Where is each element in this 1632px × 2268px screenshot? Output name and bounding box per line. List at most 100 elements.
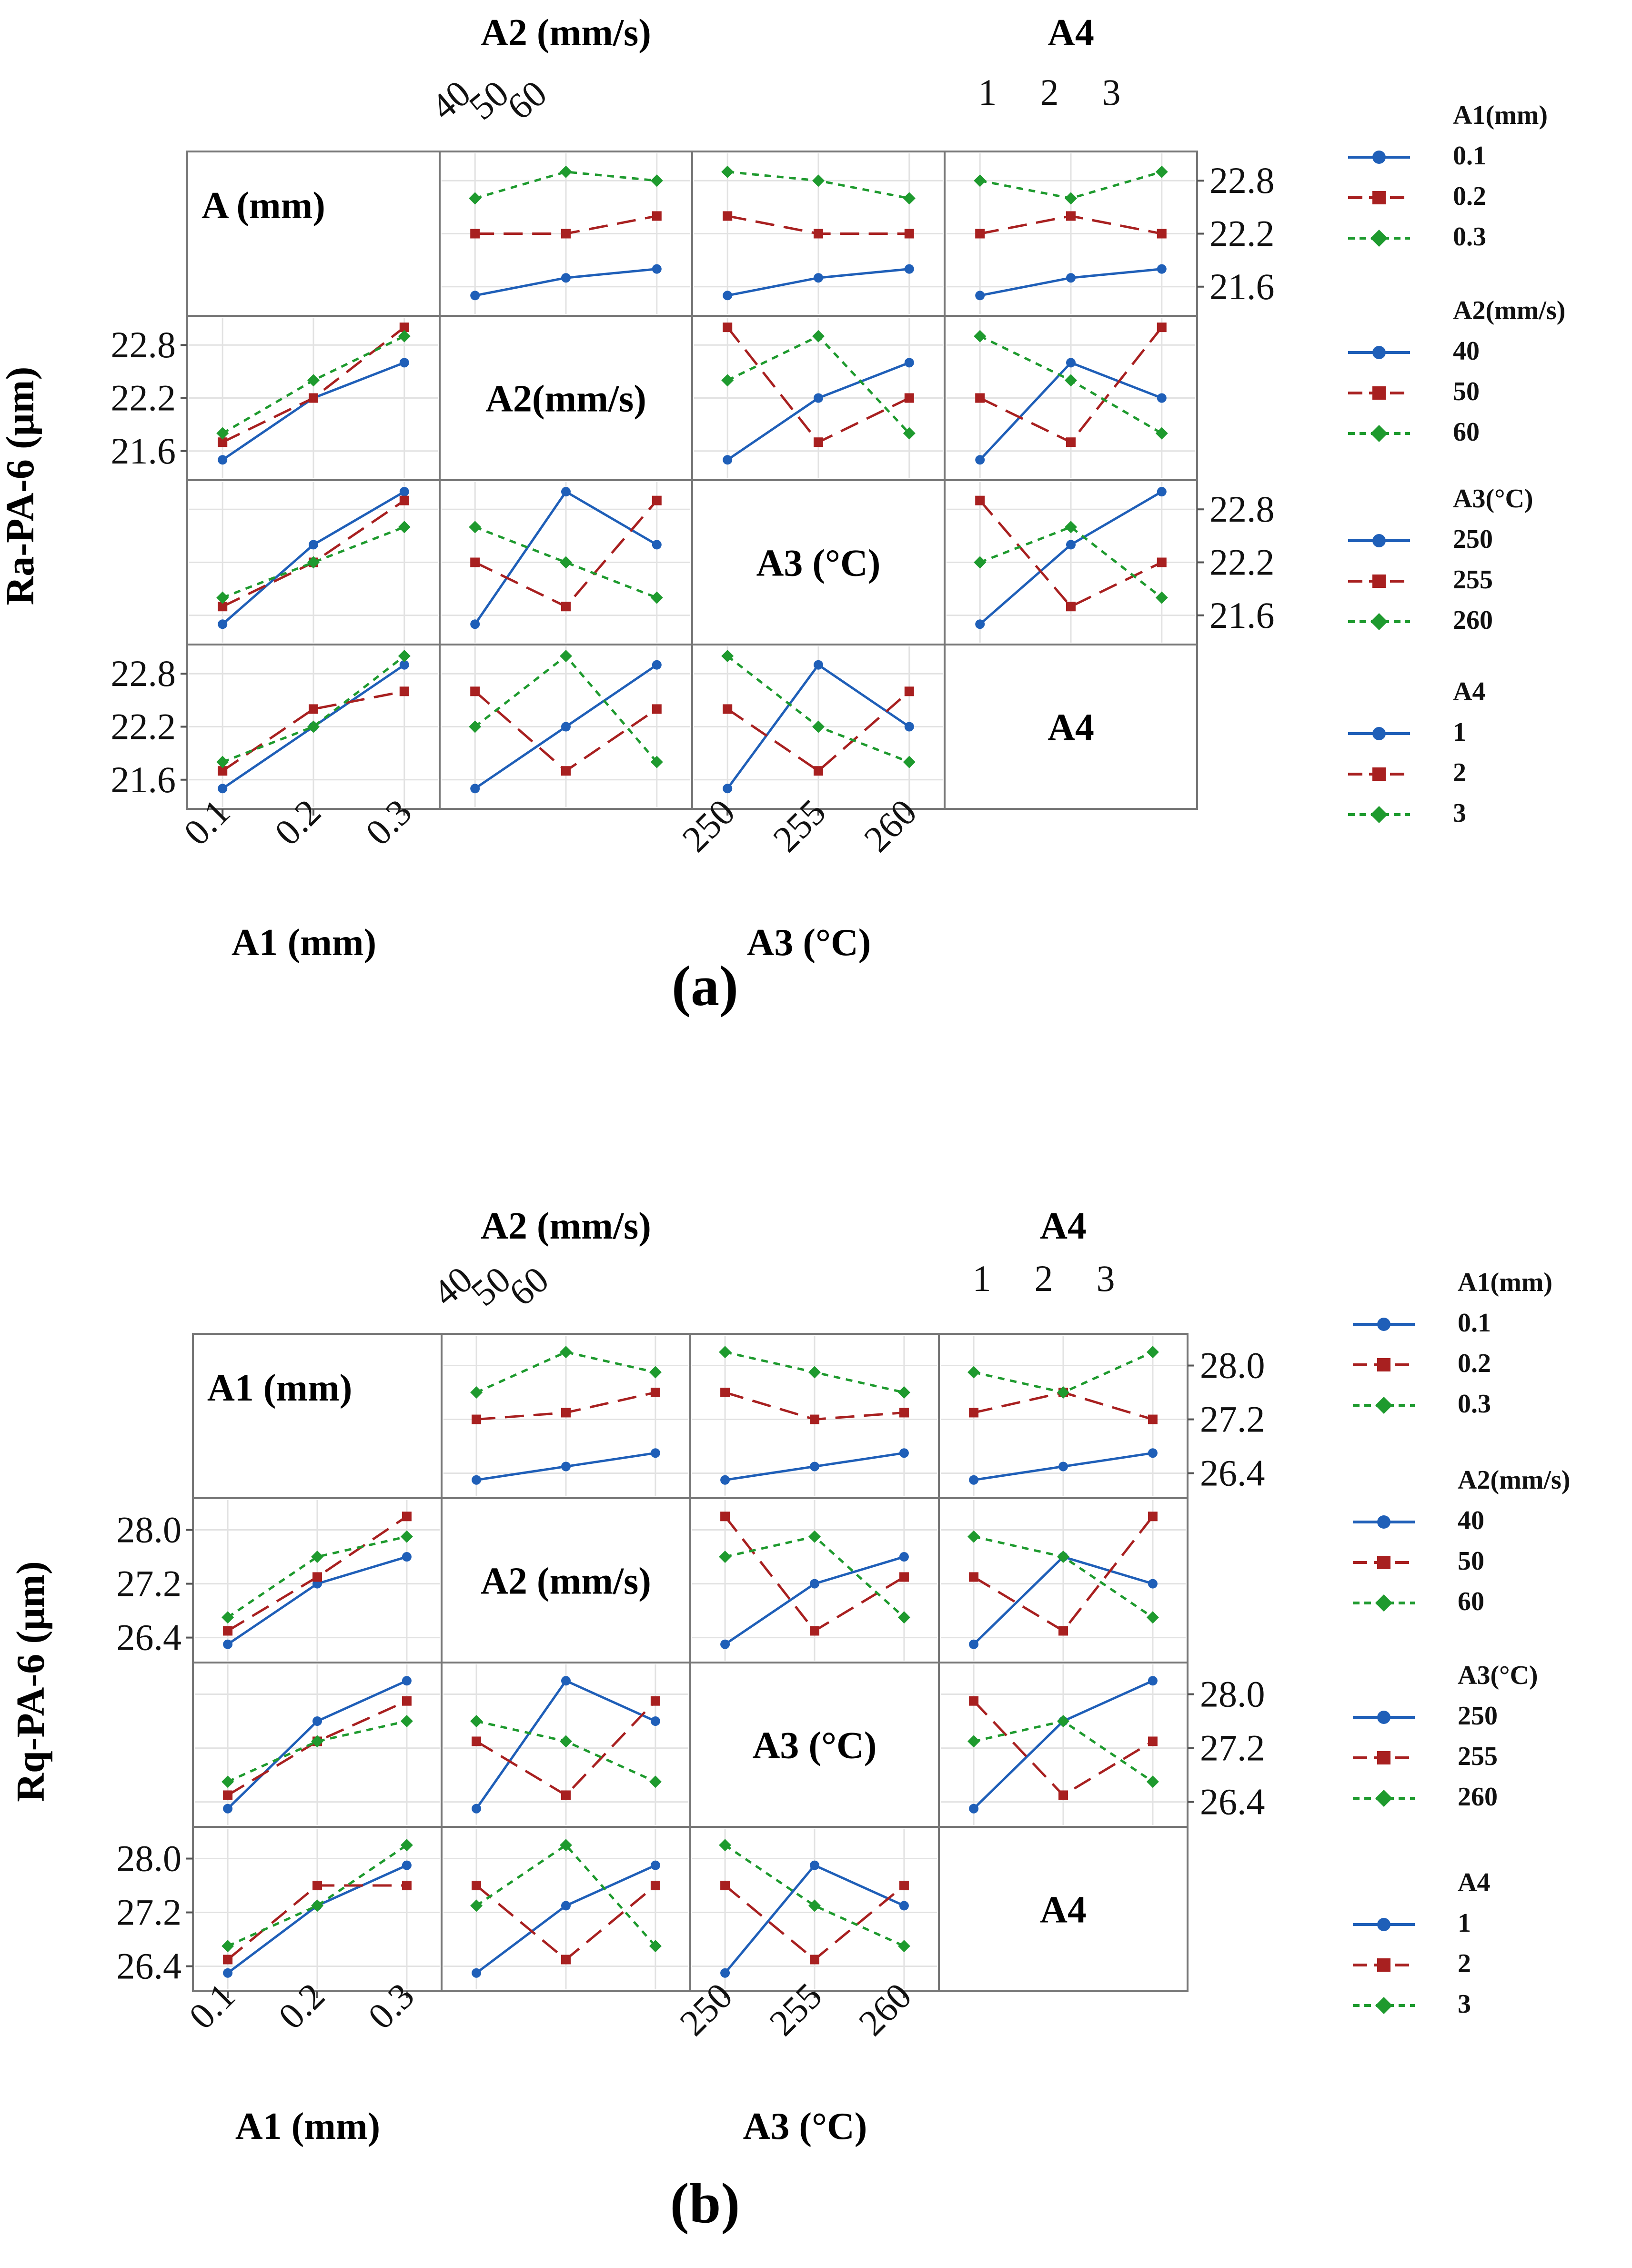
- data-point: [1065, 192, 1077, 205]
- data-point: [222, 1611, 234, 1624]
- data-point: [560, 650, 572, 663]
- legend-title: A3(°C): [1453, 484, 1533, 514]
- y-axis-title: Rq-PA-6 (μm): [9, 1561, 53, 1802]
- data-point: [810, 1414, 819, 1424]
- data-point: [1146, 1775, 1159, 1788]
- diagonal-label-A3: A3 (°C): [753, 1725, 877, 1767]
- legend-level-label: 50: [1458, 1546, 1484, 1576]
- data-point: [312, 1716, 322, 1726]
- data-point: [814, 273, 823, 283]
- data-point: [1148, 1736, 1158, 1746]
- data-point: [560, 1735, 572, 1748]
- series-line-level-2: [726, 690, 910, 773]
- data-point: [223, 1955, 233, 1965]
- data-point: [903, 192, 916, 205]
- data-point: [399, 686, 409, 696]
- top-tick-label-A4: 1: [973, 1258, 991, 1299]
- data-point: [652, 211, 662, 221]
- legend-key-marker: [1372, 151, 1386, 164]
- data-point: [1057, 1386, 1069, 1399]
- data-point: [899, 1552, 909, 1562]
- legend-level-label: 255: [1453, 565, 1493, 595]
- legend-level-label: 255: [1458, 1742, 1498, 1771]
- data-point: [469, 521, 482, 534]
- legend-key-marker: [1370, 806, 1388, 823]
- data-point: [812, 174, 825, 187]
- data-point: [1057, 1551, 1069, 1563]
- y-tick-label: 27.2: [117, 1892, 182, 1933]
- legend-1: A1(mm) 0.1 0.2 0.3: [1348, 101, 1548, 252]
- data-point: [897, 1611, 910, 1624]
- data-point: [470, 784, 480, 794]
- data-point: [400, 1839, 413, 1852]
- data-point: [652, 495, 662, 505]
- data-point: [1148, 1414, 1158, 1424]
- top-axis-title-A2: A2 (mm/s): [481, 12, 651, 54]
- legend-key-marker: [1370, 230, 1388, 247]
- data-point: [652, 540, 662, 550]
- legend-key-marker: [1372, 575, 1386, 588]
- legend-key-marker: [1375, 1790, 1392, 1807]
- data-point: [814, 393, 823, 403]
- data-point: [814, 766, 823, 776]
- data-point: [398, 521, 411, 534]
- legend-key-marker: [1372, 346, 1386, 359]
- y-tick-label: 21.6: [111, 430, 176, 472]
- top-tick-label-A4: 3: [1102, 71, 1121, 113]
- data-point: [470, 619, 480, 629]
- y-tick-label: 22.2: [111, 377, 176, 419]
- data-point: [398, 650, 411, 663]
- data-point: [402, 1676, 412, 1686]
- data-point: [812, 720, 825, 733]
- legend-3: A3(°C) 250 255 260: [1353, 1661, 1538, 1812]
- data-point: [810, 1579, 819, 1589]
- data-point: [897, 1386, 910, 1399]
- data-point: [1066, 211, 1076, 221]
- top-tick-label-A2: 60: [501, 1258, 556, 1314]
- legend-level-label: 1: [1453, 717, 1466, 747]
- data-point: [810, 1955, 819, 1965]
- data-point: [899, 1901, 909, 1911]
- legend-level-label: 40: [1458, 1506, 1484, 1535]
- data-point: [975, 455, 985, 465]
- legend-title: A3(°C): [1458, 1661, 1538, 1690]
- data-point: [967, 1366, 980, 1379]
- data-point: [1148, 1512, 1158, 1522]
- data-point: [723, 211, 733, 221]
- data-point: [309, 540, 318, 550]
- data-point: [561, 273, 571, 283]
- data-point: [399, 660, 409, 670]
- data-point: [969, 1475, 979, 1485]
- data-point: [218, 766, 228, 776]
- data-point: [899, 1448, 909, 1458]
- data-point: [810, 1626, 819, 1636]
- data-point: [1155, 165, 1168, 178]
- data-point: [399, 323, 409, 333]
- data-point: [561, 722, 571, 732]
- legend-key-marker: [1372, 191, 1386, 204]
- data-point: [218, 602, 228, 612]
- legend-level-label: 0.1: [1458, 1308, 1491, 1338]
- data-point: [1057, 1715, 1069, 1728]
- panel-3-3: [938, 1826, 1189, 1992]
- data-point: [561, 1462, 571, 1472]
- data-point: [650, 1716, 660, 1726]
- data-point: [904, 393, 914, 403]
- legend-key-marker: [1372, 727, 1386, 740]
- data-point: [904, 686, 914, 696]
- data-point: [472, 1414, 482, 1424]
- y-tick-label: 28.0: [117, 1838, 182, 1879]
- data-point: [904, 722, 914, 732]
- data-point: [808, 1530, 821, 1543]
- y-tick-label: 27.2: [1200, 1727, 1265, 1769]
- data-point: [720, 1968, 730, 1978]
- data-point: [309, 393, 318, 403]
- data-point: [1066, 273, 1076, 283]
- data-point: [969, 1804, 979, 1814]
- data-point: [223, 1626, 233, 1636]
- data-point: [311, 1899, 323, 1912]
- diagonal-label-A4: A4: [1048, 707, 1094, 749]
- legend-level-label: 3: [1453, 798, 1466, 828]
- legend-title: A4: [1453, 677, 1485, 706]
